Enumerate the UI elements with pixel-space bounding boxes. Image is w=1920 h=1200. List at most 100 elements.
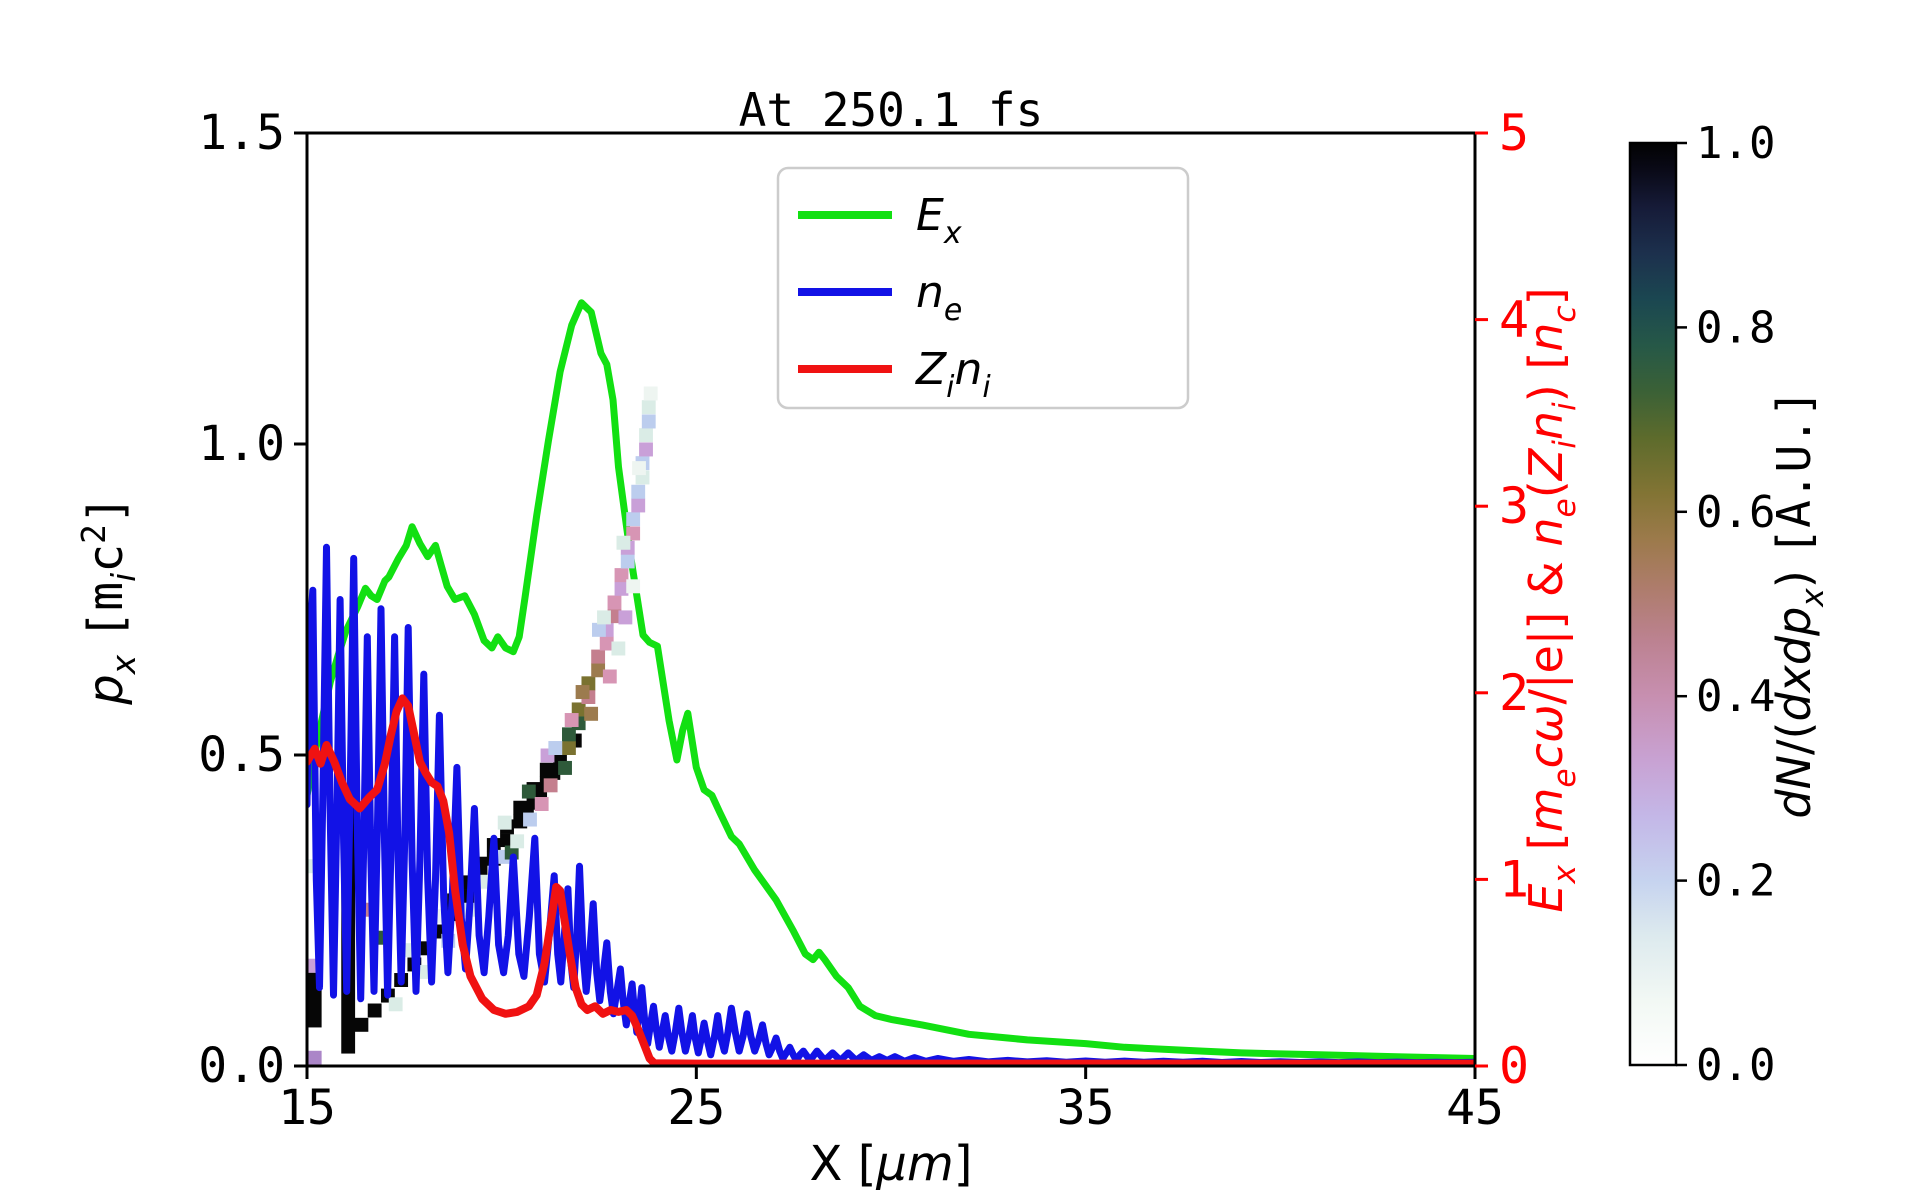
heatmap-cell bbox=[607, 595, 622, 610]
heatmap-cell bbox=[510, 834, 525, 849]
heatmap-cell bbox=[543, 778, 558, 793]
legend-label-n_e: ne bbox=[916, 267, 962, 328]
heatmap-cell bbox=[620, 554, 635, 569]
heatmap-cell bbox=[548, 741, 563, 755]
heatmap-cell bbox=[631, 498, 646, 513]
heatmap-cell bbox=[643, 386, 658, 401]
chart-title: At 250.1 fs bbox=[739, 83, 1044, 137]
label-part: ) bbox=[1767, 556, 1821, 589]
zini-line bbox=[307, 694, 1475, 1066]
label-part: [m bbox=[78, 582, 134, 640]
label-part: /|e|] & bbox=[1519, 547, 1574, 705]
heatmap-cell bbox=[641, 400, 656, 415]
heatmap-cell bbox=[639, 428, 653, 443]
heatmap-cell bbox=[614, 581, 629, 596]
x-axis: 15 25 35 45 X [μm] bbox=[278, 1066, 1504, 1192]
label-part: dxdp bbox=[1767, 607, 1821, 722]
label-part: ω bbox=[1519, 705, 1573, 744]
y-right-axis-label: Ex [mecω/|e|] & ne(Zini) [nc] bbox=[1519, 287, 1583, 912]
label-part: ] bbox=[78, 495, 134, 524]
heatmap-cell bbox=[639, 442, 653, 457]
y-left-tick-label: 0.0 bbox=[198, 1038, 285, 1094]
heatmap-cell bbox=[575, 685, 590, 700]
x-axis-label: X [μm] bbox=[810, 1136, 973, 1192]
heatmap-cell bbox=[632, 461, 646, 476]
label-part: ) [ bbox=[1519, 352, 1573, 403]
label-part: i bbox=[982, 370, 991, 405]
label-part: n bbox=[1519, 411, 1573, 440]
heatmap-cell bbox=[611, 641, 626, 656]
colorbar-tick-label: 0.0 bbox=[1696, 1040, 1775, 1091]
heatmap-cell bbox=[607, 609, 622, 624]
colorbar-tick-label: 1.0 bbox=[1696, 118, 1775, 169]
heatmap-cell bbox=[562, 727, 576, 742]
x-tick-label: 15 bbox=[278, 1080, 336, 1136]
heatmap-cell bbox=[602, 669, 617, 684]
colorbar-tick-label: 0.2 bbox=[1696, 856, 1775, 907]
legend-label-Z_i n_i: Zini bbox=[915, 344, 991, 405]
y-right-tick-label: 2 bbox=[1499, 664, 1529, 722]
y-left-tick-label: 1.5 bbox=[198, 105, 285, 161]
heatmap-cell bbox=[388, 997, 403, 1012]
heatmap-cell bbox=[367, 1003, 382, 1018]
colorbar-tick-label: 0.8 bbox=[1696, 302, 1775, 353]
heatmap-cell bbox=[591, 622, 606, 637]
y-right-tick-label: 1 bbox=[1499, 850, 1529, 908]
label-part: E bbox=[916, 190, 944, 241]
label-part bbox=[78, 640, 134, 655]
x-tick-label: 35 bbox=[1057, 1080, 1115, 1136]
label-part: p bbox=[78, 674, 134, 705]
label-part: Z bbox=[915, 344, 947, 395]
label-part: dN bbox=[1767, 755, 1821, 819]
label-part: i bbox=[105, 573, 143, 582]
y-right-tick-label: 4 bbox=[1499, 291, 1529, 349]
heatmap-cell bbox=[523, 812, 537, 827]
label-part: n bbox=[954, 344, 982, 395]
label-part: c bbox=[1547, 305, 1583, 322]
label-part: e bbox=[944, 293, 962, 328]
heatmap-cell bbox=[533, 784, 548, 799]
heatmap-cell bbox=[614, 568, 629, 583]
colorbar-label: dN/(dxdpx) [A.U.] bbox=[1767, 389, 1831, 818]
label-part: e bbox=[1547, 768, 1583, 787]
colorbar-tick-label: 0.4 bbox=[1696, 671, 1775, 722]
heatmap-cell bbox=[591, 663, 606, 678]
heatmap-cell bbox=[597, 610, 611, 625]
heatmap-cell bbox=[562, 741, 576, 755]
y-right-tick-label: 5 bbox=[1499, 104, 1529, 162]
label-part: c bbox=[1519, 743, 1573, 768]
y-right-tick-label: 3 bbox=[1499, 477, 1529, 535]
heatmap-cell bbox=[521, 784, 536, 799]
label-part: ( bbox=[1519, 480, 1573, 498]
label-part: n bbox=[916, 267, 944, 318]
label-part: [A.U.] bbox=[1767, 389, 1821, 555]
label-part: μm bbox=[875, 1136, 953, 1192]
label-part: e bbox=[1547, 498, 1583, 517]
y-left-tick-label: 1.0 bbox=[198, 416, 285, 472]
label-part: E bbox=[1519, 884, 1573, 913]
label-part: x bbox=[943, 216, 962, 251]
label-part: [ bbox=[1519, 832, 1573, 865]
label-part: Z bbox=[1519, 447, 1573, 482]
heatmap-cell bbox=[631, 484, 646, 499]
label-part: 2 bbox=[75, 524, 113, 544]
heatmap-cell bbox=[584, 706, 599, 721]
label-part: ] bbox=[954, 1136, 973, 1192]
heatmap-cell bbox=[616, 535, 631, 550]
heatmap-cell bbox=[307, 1050, 322, 1065]
axes-spines bbox=[305, 131, 1477, 1068]
label-part: X [ bbox=[810, 1136, 877, 1192]
label-part: i bbox=[946, 370, 955, 405]
heatmap-cell bbox=[626, 579, 641, 594]
label-part: i bbox=[1547, 440, 1583, 449]
heatmap-cell bbox=[599, 636, 614, 651]
heatmap-cell bbox=[534, 797, 549, 811]
label-part: x bbox=[1795, 588, 1831, 608]
x-tick-label: 25 bbox=[667, 1080, 725, 1136]
label-part: /( bbox=[1767, 722, 1821, 755]
heatmap-cell bbox=[641, 414, 656, 429]
